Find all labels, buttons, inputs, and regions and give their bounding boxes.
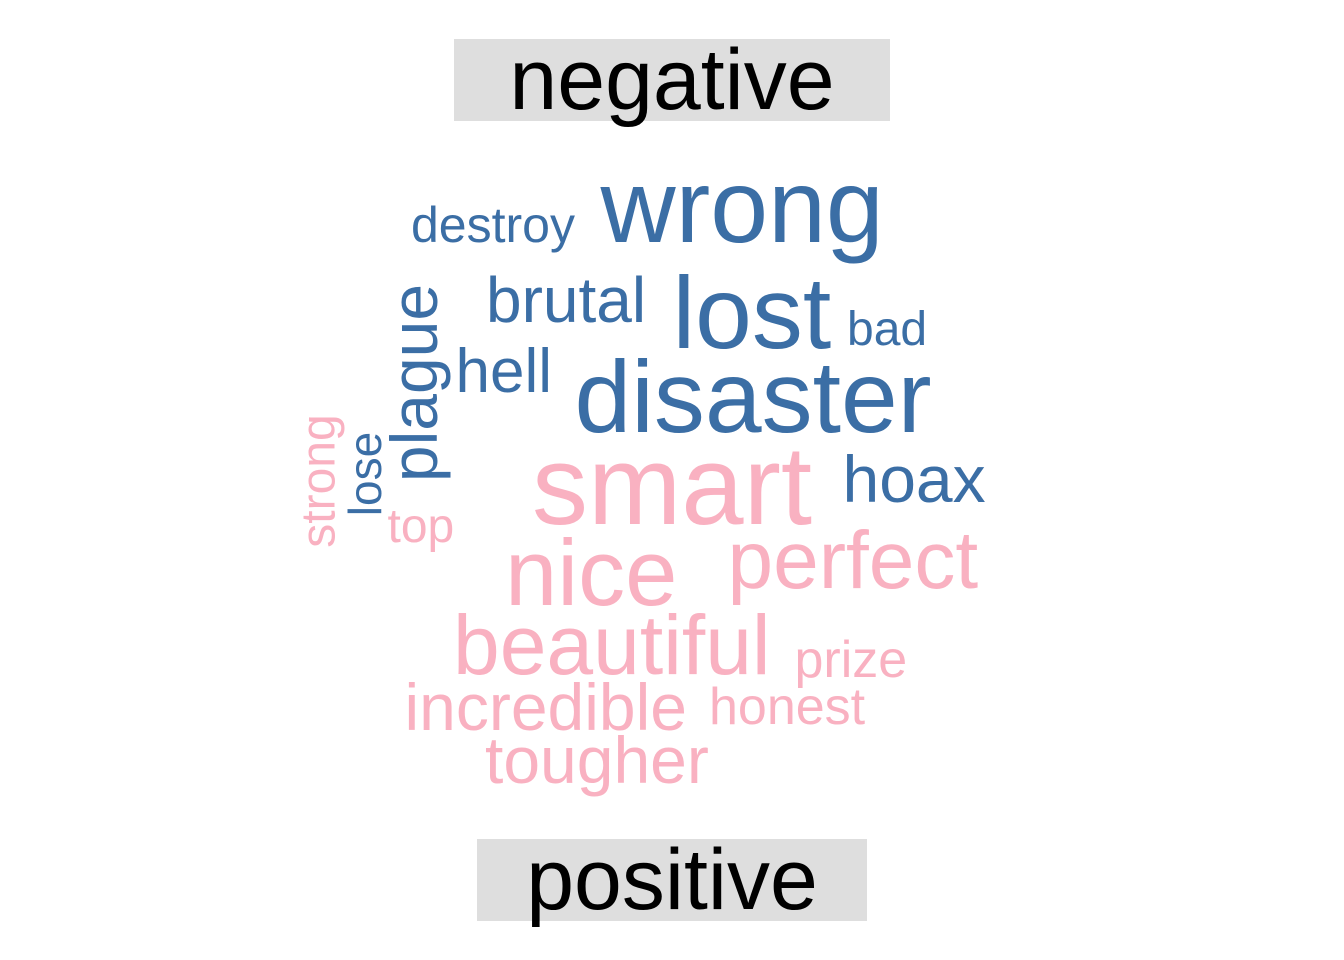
group-label-positive-text: positive — [526, 832, 818, 928]
word-bad: bad — [847, 303, 928, 356]
word-disaster: disaster — [574, 340, 932, 454]
word-brutal: brutal — [486, 264, 647, 336]
word-prize: prize — [794, 631, 908, 689]
word-perfect: perfect — [727, 515, 979, 606]
word-honest: honest — [709, 678, 866, 736]
word-lost: lost — [672, 256, 832, 370]
word-hoax: hoax — [842, 442, 986, 516]
word-lose: lose — [339, 431, 392, 517]
word-nice: nice — [505, 520, 678, 625]
group-label-negative-text: negative — [509, 32, 835, 128]
group-label-positive: positive — [477, 832, 867, 928]
group-label-negative: negative — [454, 32, 890, 128]
word-tougher: tougher — [485, 723, 709, 797]
word-strong: strong — [292, 414, 346, 548]
word-top: top — [387, 500, 455, 553]
word-incredible: incredible — [404, 670, 688, 744]
word-beautiful: beautiful — [453, 598, 771, 692]
word-smart: smart — [532, 423, 812, 548]
word-hell: hell — [455, 337, 553, 406]
word-wrong: wrong — [600, 149, 884, 265]
word-destroy: destroy — [411, 197, 575, 253]
